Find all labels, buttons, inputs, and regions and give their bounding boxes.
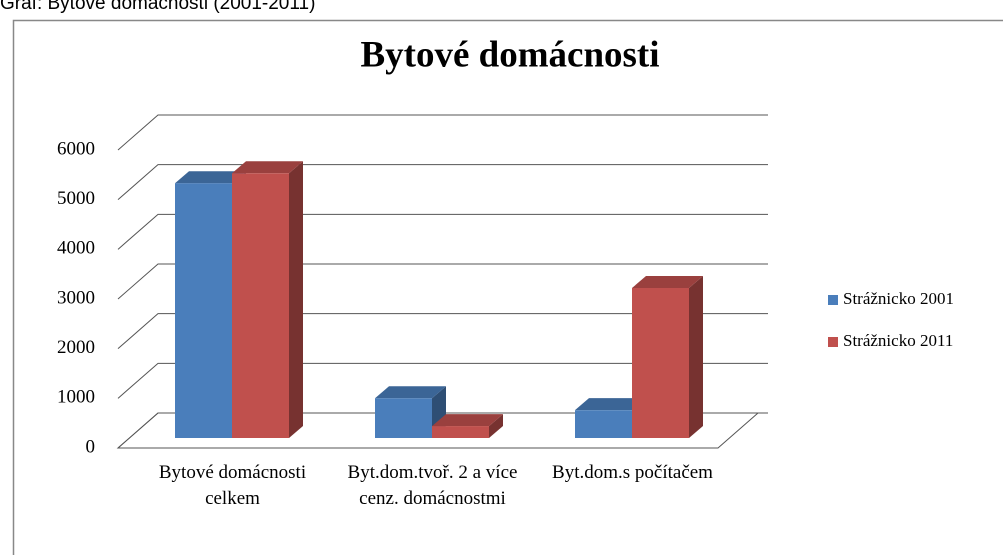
x-tick-label: Byt.dom.tvoř. 2 a více cenz. domácnostmi <box>347 462 518 509</box>
chart-title: Bytové domácnosti <box>360 34 659 75</box>
bar-front <box>375 398 432 438</box>
legend-label: Strážnicko 2011 <box>843 331 953 350</box>
bar-top <box>632 276 703 289</box>
grid-line <box>117 213 768 250</box>
grid-line <box>117 362 768 399</box>
bar <box>232 161 303 438</box>
y-tick-label: 0 <box>86 436 96 457</box>
bar-top <box>375 386 446 399</box>
bar-front <box>432 426 489 438</box>
legend-swatch <box>828 337 838 347</box>
x-tick-label: Byt.dom.s počítačem <box>552 462 713 483</box>
x-tick-label-box: Bytové domácnosti celkem <box>158 462 307 509</box>
x-tick-label: Bytové domácnosti celkem <box>158 462 307 509</box>
bar <box>632 276 703 438</box>
bar-side <box>489 414 503 438</box>
bar-top <box>575 398 646 411</box>
grid-line <box>117 412 768 449</box>
legend-label: Strážnicko 2001 <box>843 289 954 308</box>
bar-front <box>232 173 289 438</box>
bar-side <box>689 276 703 438</box>
y-tick-label: 1000 <box>57 387 95 408</box>
y-tick-label: 4000 <box>57 238 95 259</box>
y-tick-label: 2000 <box>57 337 95 358</box>
bar-front <box>632 288 689 438</box>
grid-line <box>117 313 768 350</box>
bar-top <box>232 161 303 174</box>
bar-side <box>289 161 303 438</box>
grid-line <box>117 114 768 151</box>
x-tick-label-box: Byt.dom.s počítačem <box>552 462 713 483</box>
bar <box>432 414 503 438</box>
bar-front <box>575 410 632 438</box>
bar-top <box>175 171 246 184</box>
bar <box>375 386 446 438</box>
y-tick-label: 5000 <box>57 188 95 209</box>
grid-line <box>117 164 768 201</box>
legend-swatch <box>828 295 838 305</box>
y-tick-label: 6000 <box>57 138 95 159</box>
caption: Graf: Bytové domácnosti (2001-2011) <box>0 0 315 14</box>
bar-top <box>432 414 503 427</box>
bar-front <box>175 183 232 438</box>
x-tick-label-box: Byt.dom.tvoř. 2 a více cenz. domácnostmi <box>347 462 518 509</box>
y-tick-label: 3000 <box>57 287 95 308</box>
grid-line <box>117 263 768 300</box>
